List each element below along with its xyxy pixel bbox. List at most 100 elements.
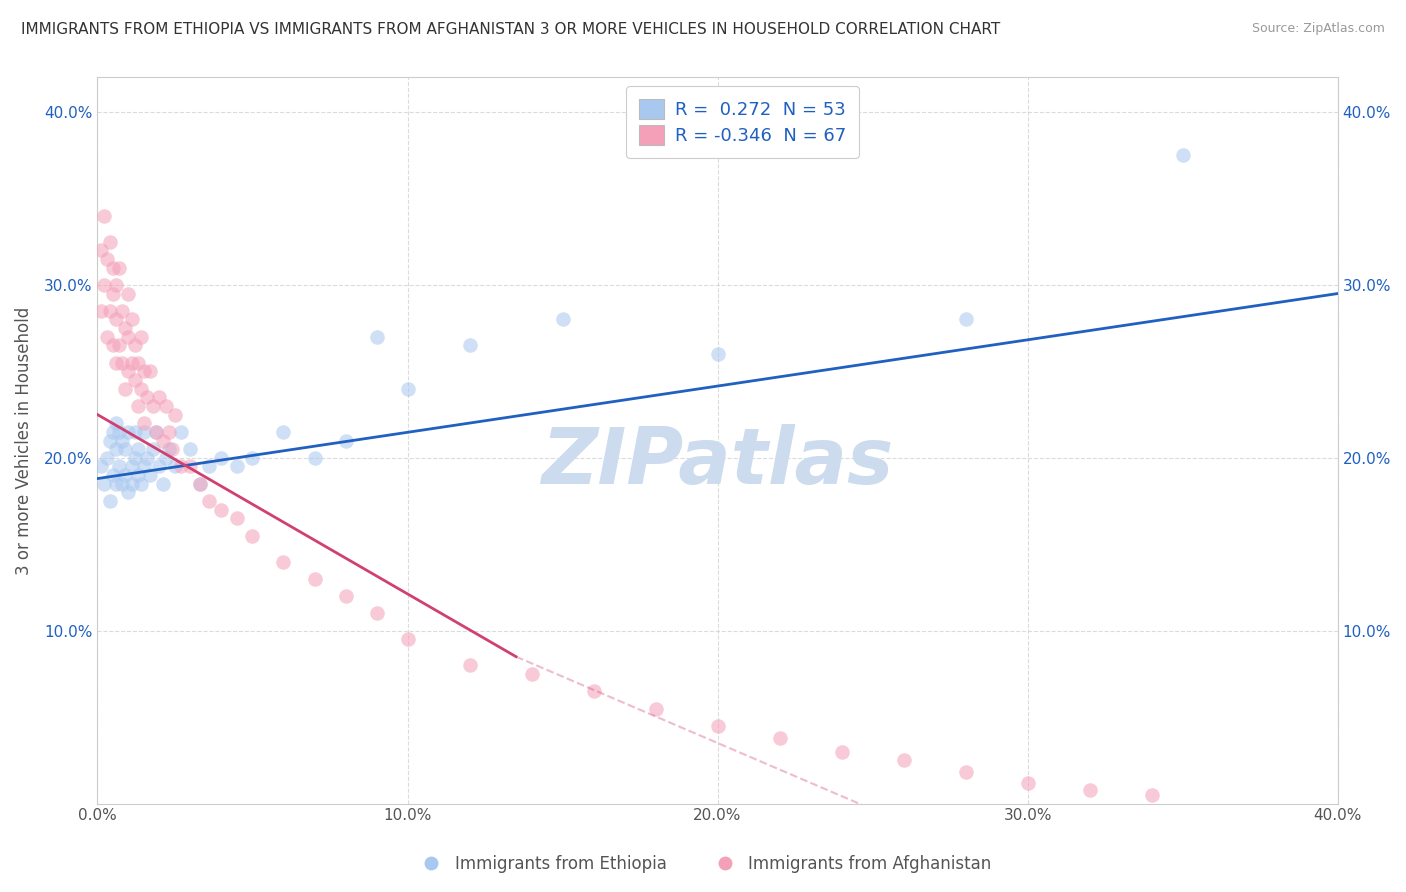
Point: [93, 277, 115, 292]
Point: [101, 425, 124, 439]
Point: [124, 425, 146, 439]
Point: [198, 459, 221, 474]
Point: [1140, 788, 1163, 802]
Point: [148, 459, 170, 474]
Point: [148, 390, 170, 404]
Point: [160, 442, 183, 457]
Point: [96, 252, 118, 266]
Text: ZIPatlas: ZIPatlas: [541, 425, 894, 500]
Point: [145, 425, 167, 439]
Point: [142, 442, 165, 457]
Point: [139, 364, 162, 378]
Point: [955, 765, 977, 780]
Point: [124, 450, 146, 465]
Point: [117, 286, 139, 301]
Point: [955, 312, 977, 326]
Point: [458, 338, 481, 352]
Point: [127, 356, 149, 370]
Point: [152, 476, 174, 491]
Point: [304, 450, 326, 465]
Point: [136, 450, 159, 465]
Point: [117, 425, 139, 439]
Point: [111, 303, 134, 318]
Point: [458, 658, 481, 673]
Point: [114, 382, 136, 396]
Point: [105, 312, 128, 326]
Point: [145, 425, 167, 439]
Point: [108, 459, 131, 474]
Point: [139, 468, 162, 483]
Point: [551, 312, 574, 326]
Point: [105, 277, 128, 292]
Point: [105, 442, 128, 457]
Point: [124, 338, 146, 352]
Point: [129, 476, 152, 491]
Point: [127, 442, 149, 457]
Point: [98, 434, 121, 448]
Point: [157, 425, 180, 439]
Point: [396, 632, 419, 647]
Point: [111, 434, 134, 448]
Point: [117, 330, 139, 344]
Point: [108, 260, 131, 275]
Point: [121, 312, 143, 326]
Point: [1171, 148, 1194, 162]
Point: [124, 373, 146, 387]
Point: [114, 468, 136, 483]
Point: [273, 425, 295, 439]
Point: [132, 416, 155, 430]
Point: [188, 476, 211, 491]
Point: [117, 485, 139, 500]
Point: [644, 701, 666, 715]
Point: [101, 468, 124, 483]
Point: [101, 260, 124, 275]
Point: [170, 459, 193, 474]
Point: [366, 330, 388, 344]
Point: [105, 356, 128, 370]
Point: [96, 450, 118, 465]
Point: [335, 434, 357, 448]
Point: [114, 321, 136, 335]
Point: [121, 356, 143, 370]
Point: [831, 745, 853, 759]
Point: [96, 330, 118, 344]
Point: [520, 667, 543, 681]
Point: [170, 425, 193, 439]
Point: [188, 476, 211, 491]
Point: [93, 209, 115, 223]
Point: [111, 476, 134, 491]
Point: [706, 347, 728, 361]
Point: [93, 476, 115, 491]
Point: [706, 719, 728, 733]
Point: [179, 459, 201, 474]
Point: [242, 528, 264, 542]
Point: [90, 303, 112, 318]
Point: [98, 494, 121, 508]
Point: [98, 235, 121, 249]
Point: [157, 442, 180, 457]
Point: [152, 434, 174, 448]
Point: [142, 399, 165, 413]
Point: [90, 459, 112, 474]
Point: [132, 364, 155, 378]
Point: [226, 459, 249, 474]
Point: [273, 555, 295, 569]
Point: [136, 390, 159, 404]
Point: [108, 338, 131, 352]
Point: [117, 364, 139, 378]
Point: [105, 416, 128, 430]
Legend: Immigrants from Ethiopia, Immigrants from Afghanistan: Immigrants from Ethiopia, Immigrants fro…: [408, 848, 998, 880]
Point: [1017, 776, 1039, 790]
Point: [163, 408, 186, 422]
Point: [111, 356, 134, 370]
Point: [179, 442, 201, 457]
Point: [121, 459, 143, 474]
Text: IMMIGRANTS FROM ETHIOPIA VS IMMIGRANTS FROM AFGHANISTAN 3 OR MORE VEHICLES IN HO: IMMIGRANTS FROM ETHIOPIA VS IMMIGRANTS F…: [21, 22, 1000, 37]
Point: [211, 502, 233, 516]
Point: [98, 303, 121, 318]
Point: [155, 399, 177, 413]
Point: [335, 589, 357, 603]
Y-axis label: 3 or more Vehicles in Household: 3 or more Vehicles in Household: [15, 307, 32, 574]
Point: [108, 425, 131, 439]
Point: [211, 450, 233, 465]
